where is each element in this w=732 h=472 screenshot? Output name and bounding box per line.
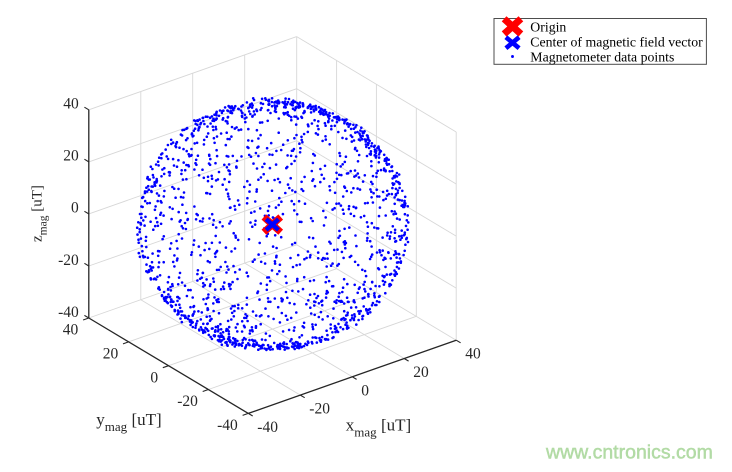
svg-text:0: 0 xyxy=(71,200,79,217)
svg-text:40: 40 xyxy=(465,346,481,363)
svg-text:20: 20 xyxy=(413,364,429,381)
svg-text:-20: -20 xyxy=(58,252,79,269)
svg-text:Center of magnetic field vecto: Center of magnetic field vector xyxy=(530,35,703,50)
svg-text:www.cntronics.com: www.cntronics.com xyxy=(545,442,713,464)
svg-text:-20: -20 xyxy=(309,401,330,418)
svg-text:-40: -40 xyxy=(257,419,278,436)
svg-text:20: 20 xyxy=(103,346,119,363)
svg-text:20: 20 xyxy=(63,148,79,165)
svg-text:0: 0 xyxy=(361,382,369,399)
svg-text:Magnetometer data points: Magnetometer data points xyxy=(530,50,674,65)
svg-text:40: 40 xyxy=(63,96,79,113)
svg-text:Origin: Origin xyxy=(530,20,566,35)
svg-text:-40: -40 xyxy=(217,417,238,434)
svg-text:40: 40 xyxy=(63,322,79,339)
svg-text:0: 0 xyxy=(150,369,158,386)
svg-text:-40: -40 xyxy=(58,304,79,321)
svg-text:-20: -20 xyxy=(177,393,198,410)
